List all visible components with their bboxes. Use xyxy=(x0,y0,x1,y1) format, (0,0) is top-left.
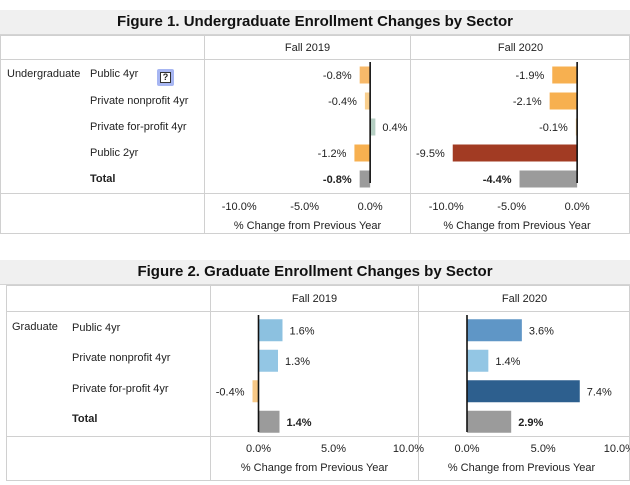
data-label: -0.8% xyxy=(323,70,352,82)
figure-1-header-rule xyxy=(0,59,630,60)
figure-2-panel-title-fall-2019: Fall 2019 xyxy=(291,293,338,305)
data-label: 0.4% xyxy=(382,122,407,134)
figure-1-group-label: Undergraduate xyxy=(7,68,81,80)
tick-label: -5.0% xyxy=(290,201,319,213)
bar xyxy=(364,92,371,110)
tick-label: -10.0% xyxy=(429,201,464,213)
data-label: -0.1% xyxy=(539,122,568,134)
data-label: 1.4% xyxy=(287,417,312,429)
figure-1-divider-left xyxy=(204,35,205,234)
figure-2-category-label: Private nonprofit 4yr xyxy=(72,352,171,364)
bar xyxy=(552,66,578,84)
figure-2-category-label: Private for-profit 4yr xyxy=(72,383,169,395)
data-label: -0.8% xyxy=(323,174,352,186)
figure-2-fall-2020-x-axis-title: % Change from Previous Year xyxy=(447,462,596,474)
figure-1-category-label: Public 2yr xyxy=(90,147,139,159)
figure-1-category-label: Total xyxy=(90,173,116,185)
figure-1-category-label: Public 4yr xyxy=(90,68,139,80)
data-label: 1.6% xyxy=(290,325,315,337)
bar xyxy=(258,319,283,342)
bar xyxy=(452,144,578,162)
figure-2-group-label: Graduate xyxy=(12,321,58,333)
figure-2-category-label: Total xyxy=(72,413,98,425)
bar xyxy=(359,66,371,84)
tick-label: 5.0% xyxy=(531,443,556,455)
data-label: -0.4% xyxy=(328,96,357,108)
data-label: -0.4% xyxy=(216,386,245,398)
bar xyxy=(467,319,522,342)
bar xyxy=(370,118,376,136)
figure-2-header-rule xyxy=(6,311,630,312)
bar xyxy=(354,144,371,162)
figure-2-axis-rule xyxy=(6,436,630,437)
bar xyxy=(258,410,280,433)
figure-1-panel-title-fall-2019: Fall 2019 xyxy=(284,42,331,54)
tick-label: 0.0% xyxy=(246,443,271,455)
figure-1-fall-2020-x-axis-title: % Change from Previous Year xyxy=(443,220,591,232)
data-label: -9.5% xyxy=(416,148,445,160)
tick-label: 10.0% xyxy=(604,443,630,455)
data-label: 7.4% xyxy=(587,386,612,398)
figure-1-divider-mid xyxy=(410,35,411,234)
bar xyxy=(549,92,578,110)
figure-2-category-label: Public 4yr xyxy=(72,322,121,334)
figure-1-category-label: Private nonprofit 4yr xyxy=(90,95,189,107)
figure-1-title: Figure 1. Undergraduate Enrollment Chang… xyxy=(0,10,630,35)
data-label: -1.9% xyxy=(516,70,545,82)
figure-2-fall-2019-x-axis-title: % Change from Previous Year xyxy=(240,462,389,474)
bar xyxy=(519,170,578,188)
bar xyxy=(258,349,278,372)
data-label: 1.3% xyxy=(285,356,310,368)
tick-label: 0.0% xyxy=(565,201,590,213)
tick-label: 0.0% xyxy=(454,443,479,455)
bar xyxy=(467,349,489,372)
tick-label: 5.0% xyxy=(321,443,346,455)
bar xyxy=(252,380,259,403)
bar xyxy=(359,170,371,188)
data-label: 3.6% xyxy=(529,325,554,337)
tick-label: 10.0% xyxy=(393,443,424,455)
figure-2-divider-mid xyxy=(418,285,419,481)
data-label: -2.1% xyxy=(513,96,542,108)
figure-1-axis-rule xyxy=(0,193,630,194)
figure-1-fall-2019-x-axis-title: % Change from Previous Year xyxy=(233,220,382,232)
tick-label: -5.0% xyxy=(497,201,526,213)
data-label: -4.4% xyxy=(483,174,512,186)
tick-label: 0.0% xyxy=(358,201,383,213)
figure-2-panel-title-fall-2020: Fall 2020 xyxy=(501,293,548,305)
bar xyxy=(467,410,512,433)
question-mark-icon: ? xyxy=(160,72,171,83)
help-icon[interactable]: ? xyxy=(157,69,174,86)
figure-2-title: Figure 2. Graduate Enrollment Changes by… xyxy=(0,260,630,285)
figure-2-divider-left xyxy=(210,285,211,481)
figure-1-panel-title-fall-2020: Fall 2020 xyxy=(497,42,544,54)
data-label: -1.2% xyxy=(318,148,347,160)
bar xyxy=(467,380,580,403)
tick-label: -10.0% xyxy=(222,201,257,213)
figure-1-category-label: Private for-profit 4yr xyxy=(90,121,187,133)
data-label: 2.9% xyxy=(518,417,543,429)
data-label: 1.4% xyxy=(495,356,520,368)
